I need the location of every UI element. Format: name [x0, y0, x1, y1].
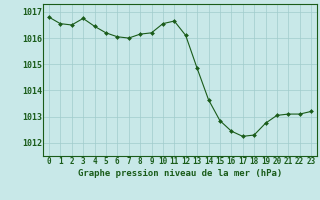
X-axis label: Graphe pression niveau de la mer (hPa): Graphe pression niveau de la mer (hPa)	[78, 169, 282, 178]
